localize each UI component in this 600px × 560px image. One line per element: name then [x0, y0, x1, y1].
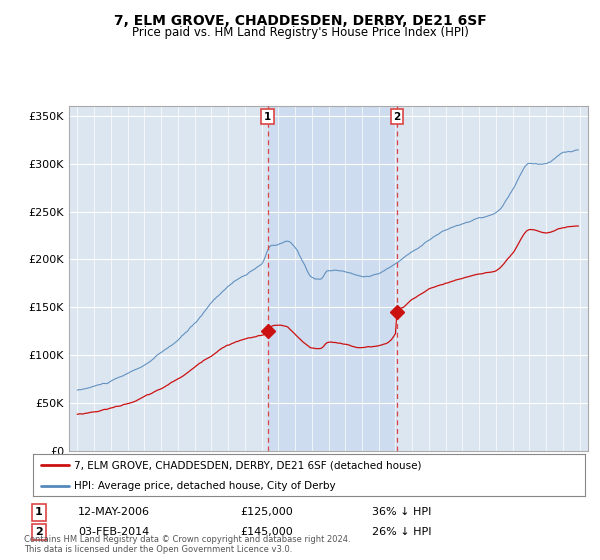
Text: 1: 1	[35, 507, 43, 517]
Text: 26% ↓ HPI: 26% ↓ HPI	[372, 527, 431, 537]
Text: 2: 2	[35, 527, 43, 537]
Text: £145,000: £145,000	[240, 527, 293, 537]
Text: 7, ELM GROVE, CHADDESDEN, DERBY, DE21 6SF (detached house): 7, ELM GROVE, CHADDESDEN, DERBY, DE21 6S…	[74, 460, 422, 470]
Text: 36% ↓ HPI: 36% ↓ HPI	[372, 507, 431, 517]
Text: 1: 1	[264, 111, 271, 122]
Text: 7, ELM GROVE, CHADDESDEN, DERBY, DE21 6SF: 7, ELM GROVE, CHADDESDEN, DERBY, DE21 6S…	[113, 14, 487, 28]
Text: Contains HM Land Registry data © Crown copyright and database right 2024.
This d: Contains HM Land Registry data © Crown c…	[24, 535, 350, 554]
Text: 2: 2	[394, 111, 401, 122]
Text: £125,000: £125,000	[240, 507, 293, 517]
Text: HPI: Average price, detached house, City of Derby: HPI: Average price, detached house, City…	[74, 482, 336, 491]
Text: Price paid vs. HM Land Registry's House Price Index (HPI): Price paid vs. HM Land Registry's House …	[131, 26, 469, 39]
Bar	[268, 106, 397, 451]
Text: 12-MAY-2006: 12-MAY-2006	[78, 507, 150, 517]
Text: 03-FEB-2014: 03-FEB-2014	[78, 527, 149, 537]
